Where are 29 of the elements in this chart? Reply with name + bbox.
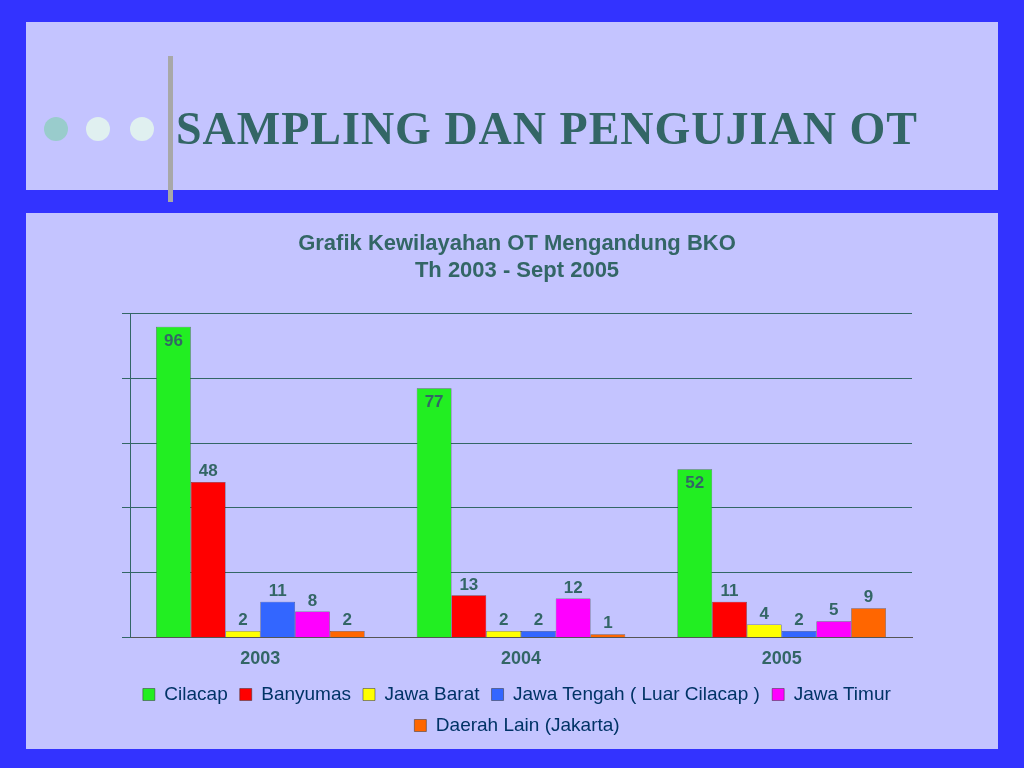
data-label: 77 [424,392,444,412]
x-tick-label: 2003 [240,648,281,669]
data-label: 13 [459,574,479,594]
data-label: 11 [720,580,739,600]
data-label: 8 [307,590,318,610]
data-label: 2 [238,610,248,630]
data-label: 2 [498,610,509,630]
data-label: 12 [563,577,583,597]
legend-label: Jawa Timur [793,682,892,704]
chart-subtitle: Grafik Kewilayahan OT Mengandung BKO Th 2003 - Sept 2005 [298,230,736,282]
data-label: 1 [603,613,613,633]
legend-label: Daerah Lain (Jakarta) [435,713,620,735]
data-label: 2 [794,610,804,630]
data-label: 2 [342,610,352,630]
legend-label: Jawa Barat [384,682,481,704]
data-label: 4 [759,603,770,623]
data-label: 11 [268,580,287,600]
chart-title: SAMPLING DAN PENGUJIAN OT [176,102,918,155]
x-tick-label: 2005 [761,648,802,669]
legend-label: Jawa Tengah ( Luar Cilacap ) [513,682,760,704]
legend-label: Banyumas [261,682,351,704]
data-label: 9 [863,587,874,607]
data-label: 2 [533,610,544,630]
x-tick-label: 2004 [500,648,542,669]
data-label: 96 [163,330,183,350]
data-label: 52 [685,473,705,493]
legend-label: Cilacap [164,682,228,704]
data-label: 5 [829,600,839,620]
data-label: 48 [198,461,218,481]
